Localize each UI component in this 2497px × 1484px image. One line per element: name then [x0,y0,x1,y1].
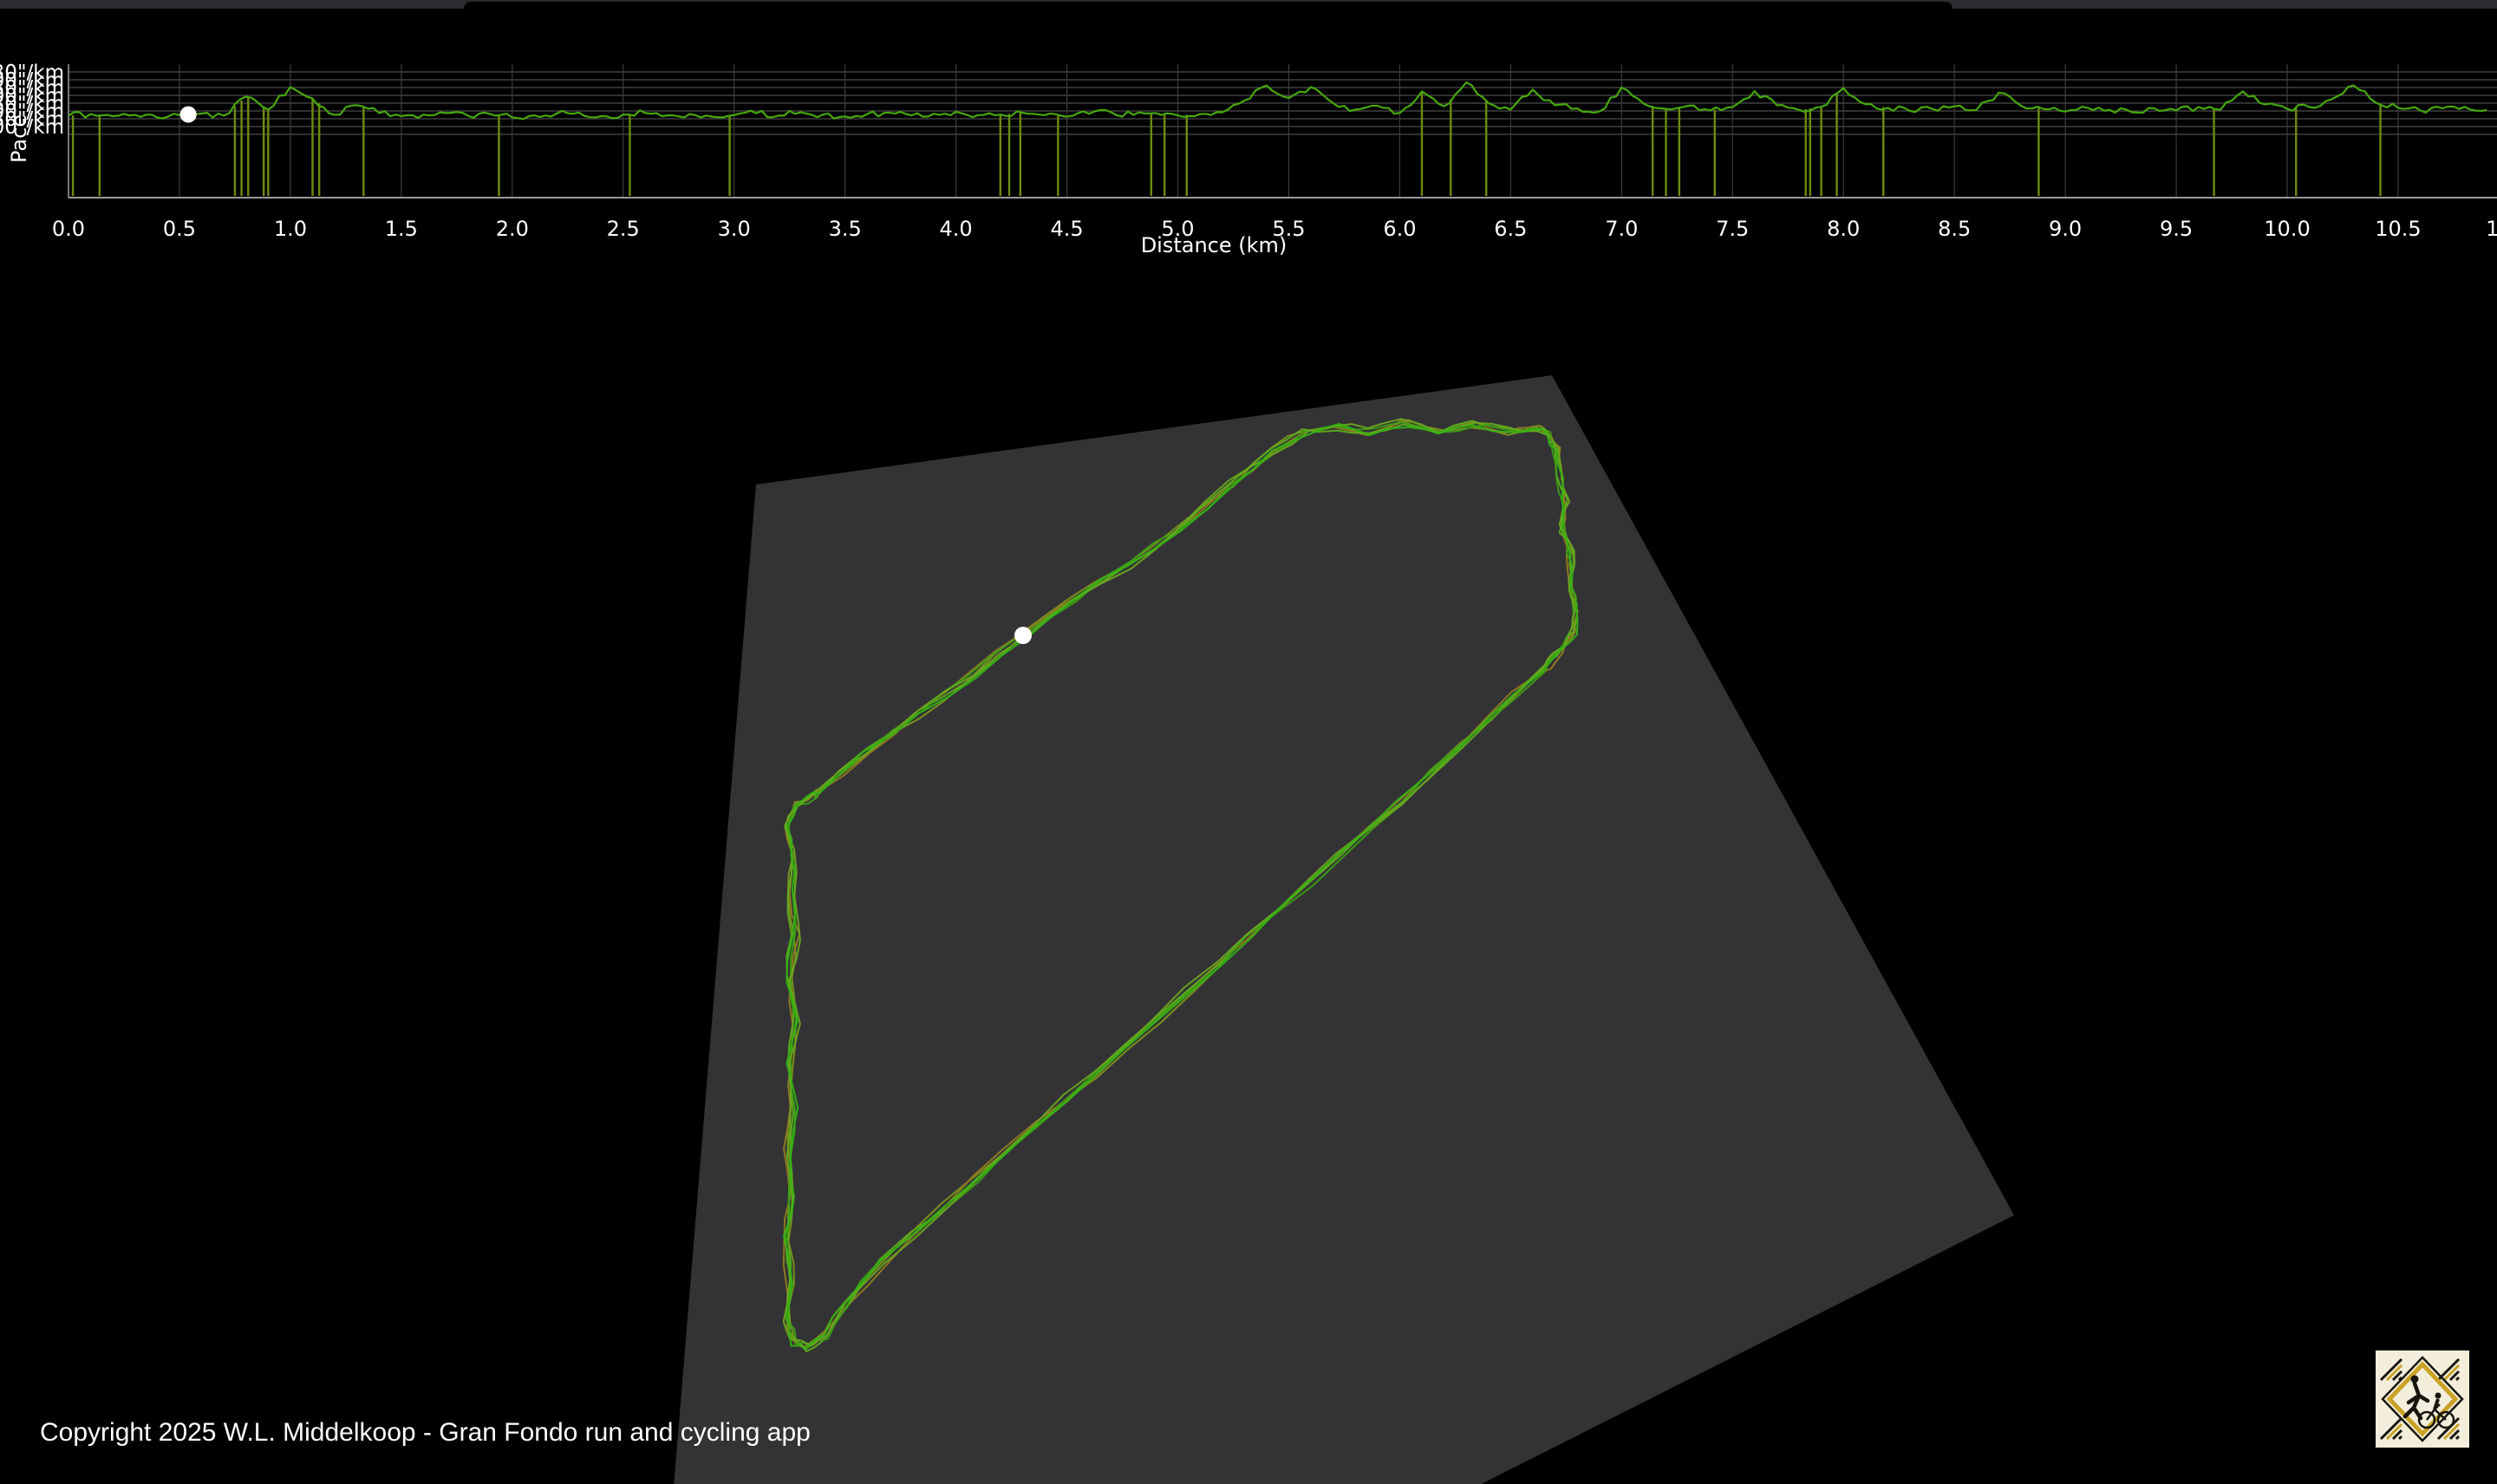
browser-topbar [0,0,2497,9]
logo-gold-diamond [2386,1361,2459,1437]
logo-hatch-line [2436,1416,2461,1441]
x-tick-label: 0.5 [163,217,196,241]
logo-runner-figure [2402,1375,2430,1421]
route-lap-trace [783,423,1579,1350]
logo-outer-diamond [2381,1356,2464,1442]
y-tick-label: 6'30"/km [0,108,64,131]
logo-hatch-line [2379,1357,2403,1382]
x-axis-title: Distance (km) [1141,233,1288,257]
x-tick-label: 8.0 [1827,217,1860,241]
y-tick-label: 3'30"/km [0,62,64,84]
browser-tab-edge[interactable] [464,2,1953,9]
x-tick-label: 2.5 [607,217,640,241]
logo-runner-head [2410,1375,2419,1383]
x-tick-label: 7.5 [1716,217,1749,241]
pace-chart[interactable]: 3'30"/km4'00"/km4'30"/km5'00"/km5'30"/km… [0,0,2497,260]
logo-cyclist-figure [2417,1392,2455,1429]
x-tick-label: 7.0 [1605,217,1638,241]
x-tick-label: 1.5 [385,217,418,241]
x-tick-label: 8.5 [1938,217,1971,241]
x-tick-label: 6.5 [1494,217,1527,241]
x-tick-label: 5.5 [1272,217,1305,241]
x-tick-label: 5.0 [1161,217,1194,241]
logo-hatch-line [2397,1435,2403,1441]
app-logo [2376,1351,2469,1448]
logo-hatch-line [2448,1429,2461,1441]
pace-line [68,81,2487,120]
logo-hatch-line [2397,1376,2403,1382]
y-axis-title: Pace [7,114,31,163]
logo-hatch-line [2391,1429,2403,1441]
logo-hatch-line [2448,1370,2461,1382]
logo-hatch-line [2455,1376,2461,1382]
ground-plane [674,375,2014,1484]
x-tick-label: 9.5 [2160,217,2193,241]
x-tick-label: 10.5 [2375,217,2421,241]
logo-hatch-line [2391,1370,2403,1382]
x-tick-label: 6.0 [1383,217,1416,241]
map-position-marker[interactable] [1014,627,1032,644]
y-tick-label: 6'00"/km [0,101,64,123]
y-tick-label: 4'30"/km [0,77,64,100]
route-lap-trace [784,420,1578,1352]
x-tick-label: 11.0 [2486,217,2497,241]
x-tick-label: 9.0 [2049,217,2082,241]
logo-hatch-line [2442,1364,2461,1382]
logo-hatch-line [2455,1435,2461,1441]
y-tick-label: 4'00"/km [0,69,64,92]
logo-bike-wheel [2417,1410,2436,1429]
logo-bike-wheel [2436,1410,2455,1429]
logo-hatch-line [2379,1416,2403,1441]
x-tick-label: 4.0 [940,217,973,241]
chart-position-marker[interactable] [179,106,197,123]
x-tick-label: 3.5 [829,217,862,241]
y-tick-label: 5'30"/km [0,93,64,115]
logo-corner-ornament [2436,1416,2461,1441]
x-tick-label: 1.0 [274,217,307,241]
logo-runner-limbs [2402,1393,2430,1421]
y-tick-label: 5'00"/km [0,85,64,107]
x-tick-label: 4.5 [1050,217,1083,241]
x-tick-label: 0.0 [52,217,85,241]
copyright-text: Copyright 2025 W.L. Middelkoop - Gran Fo… [40,1418,811,1447]
y-tick-label: 7'00"/km [0,116,64,139]
x-tick-label: 2.0 [496,217,529,241]
logo-corner-ornament [2379,1416,2403,1441]
x-tick-label: 3.0 [718,217,751,241]
x-tick-label: 10.0 [2264,217,2310,241]
logo-cyclist-head [2435,1392,2442,1399]
logo-corner-ornament [2379,1357,2403,1382]
logo-hatch-line [2442,1422,2461,1441]
logo-hatch-line [2385,1422,2403,1441]
logo-hatch-line [2385,1364,2403,1382]
logo-cyclist-body [2433,1398,2440,1410]
